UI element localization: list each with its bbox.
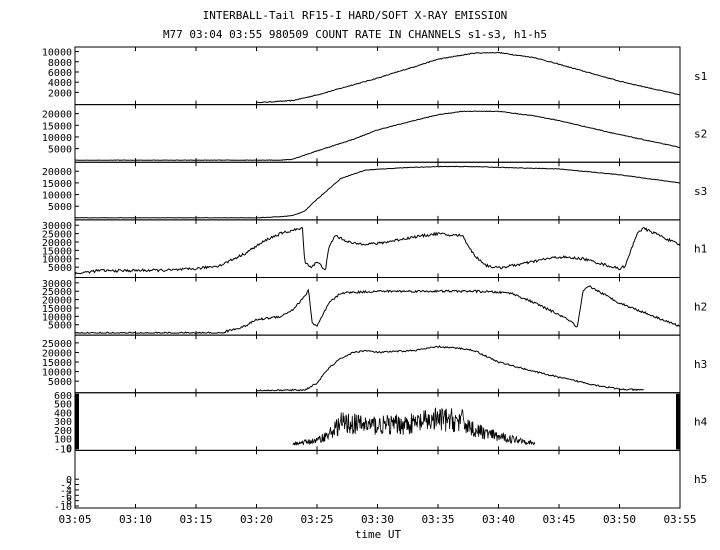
series-label-h1: h1 xyxy=(694,243,707,256)
series-label-h2: h2 xyxy=(694,300,707,313)
edge-bar-left xyxy=(75,393,79,450)
y-tick-label: 15000 xyxy=(42,358,72,369)
y-tick-label: 0 xyxy=(66,475,72,486)
y-tick-label: 10000 xyxy=(42,368,72,379)
y-tick-label: -2 xyxy=(60,481,72,492)
y-tick-label: 5000 xyxy=(48,377,72,388)
panel-frame xyxy=(74,161,681,221)
y-tick-label: 20000 xyxy=(42,348,72,359)
y-tick-label: 5000 xyxy=(48,263,72,274)
panel-h5: 0-2-4-6-8-10 h5 xyxy=(54,449,707,513)
y-tick-label: -10 xyxy=(54,444,72,455)
series-line-s1 xyxy=(256,51,680,104)
x-tick-label: 03:15 xyxy=(179,513,212,526)
x-tick-label: 03:05 xyxy=(58,513,91,526)
y-tick-label: 10000 xyxy=(42,191,72,202)
x-tick-label: 03:50 xyxy=(603,513,636,526)
series-line-h4 xyxy=(292,407,536,446)
y-tick-label: 600 xyxy=(54,391,72,402)
panels: 200040006000800010000s150001000015000200… xyxy=(42,46,708,513)
y-tick-label: 5000 xyxy=(48,145,72,156)
y-tick-label: 25000 xyxy=(42,339,72,350)
y-tick-label: 200 xyxy=(54,426,72,437)
y-tick-label: 100 xyxy=(54,435,72,446)
y-tick-label: 15000 xyxy=(42,121,72,132)
series-line-s2 xyxy=(74,110,680,161)
chart-subtitle: M77 03:04 03:55 980509 COUNT RATE IN CHA… xyxy=(163,28,547,41)
x-tick-label: 03:45 xyxy=(542,513,575,526)
series-label-s2: s2 xyxy=(694,127,707,140)
y-tick-label: -4 xyxy=(60,486,72,497)
y-tick-label: 5000 xyxy=(48,202,72,213)
y-tick-label: 6000 xyxy=(48,68,72,79)
y-tick-label: 2000 xyxy=(48,88,72,99)
y-tick-label: 5000 xyxy=(48,321,72,332)
x-tick-label: 03:10 xyxy=(119,513,152,526)
y-tick-label: 10000 xyxy=(42,48,72,59)
series-label-h3: h3 xyxy=(694,358,707,371)
series-line-h2 xyxy=(74,285,681,334)
y-tick-label: 15000 xyxy=(42,179,72,190)
y-tick-label: -8 xyxy=(60,497,72,508)
panel-frame xyxy=(74,219,681,278)
y-tick-label: 8000 xyxy=(48,58,72,69)
y-tick-label: 400 xyxy=(54,408,72,419)
x-tick-label: 03:30 xyxy=(361,513,394,526)
y-tick-label: 25000 xyxy=(42,230,72,241)
panel-frame xyxy=(74,392,681,451)
panel-frame xyxy=(74,46,681,106)
y-tick-label: 20000 xyxy=(42,296,72,307)
series-label-s1: s1 xyxy=(694,70,707,83)
series-line-h3 xyxy=(256,345,644,392)
y-tick-label: 20000 xyxy=(42,167,72,178)
x-tick-label: 03:20 xyxy=(240,513,273,526)
y-tick-label: 10000 xyxy=(42,255,72,266)
y-tick-label: 0 xyxy=(66,443,72,454)
y-tick-label: 15000 xyxy=(42,246,72,257)
x-axis: 03:05 03:10 03:15 03:20 03:25 03:30 03:35 03:40… xyxy=(58,513,696,526)
series-line-h1 xyxy=(74,227,681,276)
y-tick-label: 20000 xyxy=(42,238,72,249)
series-label-s3: s3 xyxy=(694,185,707,198)
panel-frame xyxy=(74,104,681,163)
x-tick-label: 03:25 xyxy=(300,513,333,526)
x-tick-label: 03:55 xyxy=(663,513,696,526)
series-line-s3 xyxy=(75,165,680,219)
y-tick-label: 20000 xyxy=(42,110,72,121)
y-tick-label: 15000 xyxy=(42,304,72,315)
edge-bar-right xyxy=(676,393,680,450)
series-label-h5: h5 xyxy=(694,473,707,486)
y-tick-label: 10000 xyxy=(42,133,72,144)
chart-title: INTERBALL-Tail RF15-I HARD/SOFT X-RAY EM… xyxy=(203,9,508,22)
y-tick-label: 30000 xyxy=(42,279,72,290)
y-tick-label: 25000 xyxy=(42,287,72,298)
panel-frame xyxy=(74,449,681,509)
y-tick-label: 500 xyxy=(54,400,72,411)
y-tick-label: -6 xyxy=(60,491,72,502)
y-tick-label: 300 xyxy=(54,417,72,428)
y-tick-label: 10000 xyxy=(42,312,72,323)
x-tick-label: 03:40 xyxy=(482,513,515,526)
series-label-h4: h4 xyxy=(694,416,708,429)
y-tick-label: 4000 xyxy=(48,78,72,89)
y-tick-label: -10 xyxy=(54,502,72,513)
y-tick-label: 30000 xyxy=(42,221,72,232)
x-axis-label: time UT xyxy=(355,528,402,541)
x-tick-label: 03:35 xyxy=(421,513,454,526)
